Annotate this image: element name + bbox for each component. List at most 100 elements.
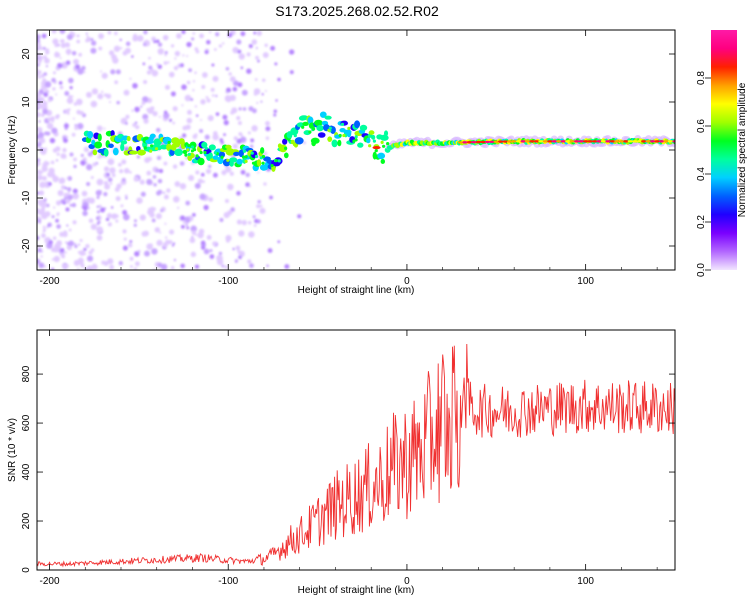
signal-core — [520, 140, 526, 143]
noise-blob — [238, 230, 245, 237]
signal-blob — [112, 147, 119, 156]
noise-blob — [96, 216, 100, 220]
signal-core — [150, 144, 154, 148]
noise-blob — [88, 197, 95, 204]
noise-blob — [96, 226, 104, 234]
noise-blob — [132, 122, 137, 127]
noise-blob — [148, 56, 151, 60]
snr-x-tick-label: 100 — [577, 576, 594, 587]
signal-blob — [137, 149, 146, 156]
noise-blob — [146, 70, 152, 75]
noise-blob — [107, 158, 115, 166]
noise-blob — [51, 267, 55, 270]
noise-blob — [157, 42, 163, 47]
signal-core — [569, 140, 575, 143]
spectrogram-marks — [37, 30, 675, 270]
noise-blob — [259, 207, 266, 214]
noise-blob — [40, 113, 45, 118]
noise-blob — [205, 168, 212, 174]
noise-blob — [215, 94, 218, 98]
signal-blob — [110, 130, 115, 137]
spectrogram-x-tick-label: 0 — [404, 276, 410, 287]
signal-blob — [126, 135, 131, 142]
snr-xlabel: Height of straight line (km) — [298, 585, 415, 596]
noise-blob — [122, 245, 128, 251]
signal-blob — [368, 130, 375, 135]
signal-core — [533, 140, 540, 143]
signal-blob — [327, 136, 333, 143]
noise-blob — [77, 257, 84, 264]
signal-core — [226, 158, 230, 162]
noise-blob — [96, 210, 100, 214]
noise-blob — [159, 231, 162, 234]
noise-blob — [250, 138, 255, 143]
noise-blob — [79, 250, 86, 257]
noise-blob — [129, 77, 132, 80]
signal-blob — [92, 149, 98, 156]
signal-core — [244, 159, 248, 163]
noise-blob — [47, 98, 52, 103]
noise-blob — [55, 218, 59, 223]
noise-blob — [106, 213, 113, 219]
noise-blob — [46, 237, 49, 241]
signal-blob — [201, 141, 208, 149]
spectrogram-signal — [81, 111, 675, 172]
noise-blob — [189, 237, 196, 244]
noise-blob — [41, 33, 47, 39]
noise-blob — [170, 44, 175, 48]
signal-core — [471, 140, 477, 144]
signal-blob — [294, 137, 304, 145]
signal-core — [352, 139, 356, 143]
noise-blob — [202, 72, 208, 78]
snr-ylabel: SNR (10 * v/v) — [7, 418, 18, 482]
noise-blob — [127, 242, 133, 248]
signal-blob — [383, 130, 389, 137]
noise-blob — [58, 81, 63, 85]
noise-blob — [42, 46, 46, 50]
signal-core — [636, 140, 642, 143]
noise-blob — [136, 155, 140, 159]
signal-core — [284, 146, 288, 150]
noise-blob — [162, 34, 169, 41]
noise-blob — [68, 77, 74, 84]
signal-blob — [302, 121, 309, 127]
noise-blob — [65, 60, 71, 66]
noise-blob — [236, 39, 242, 45]
noise-blob — [275, 99, 278, 102]
noise-blob — [83, 146, 90, 153]
signal-core — [195, 154, 199, 158]
noise-blob — [110, 206, 114, 209]
colorbar-ticks: 0.0 0.2 0.4 0.6 0.8 — [696, 71, 711, 277]
noise-blob — [166, 188, 171, 193]
signal-blob — [359, 124, 368, 131]
noise-blob — [184, 94, 192, 102]
signal-blob — [129, 150, 138, 155]
noise-blob — [186, 80, 191, 85]
noise-blob — [55, 159, 59, 162]
noise-blob — [194, 133, 198, 136]
signal-core — [199, 150, 203, 155]
signal-core — [591, 140, 598, 143]
noise-blob — [202, 180, 205, 184]
snr-y-tick-label: 200 — [21, 512, 32, 529]
signal-blob — [316, 124, 324, 132]
noise-blob — [111, 173, 116, 178]
noise-blob — [37, 174, 43, 181]
noise-blob — [146, 178, 153, 185]
noise-blob — [52, 236, 57, 240]
noise-blob — [49, 137, 56, 144]
noise-blob — [121, 177, 126, 182]
noise-blob — [168, 239, 173, 245]
noise-blob — [216, 254, 223, 262]
signal-core — [386, 142, 390, 146]
noise-blob — [177, 206, 180, 209]
noise-blob — [240, 169, 246, 175]
noise-blob — [238, 53, 245, 60]
noise-blob — [109, 182, 113, 185]
signal-blob — [299, 115, 309, 121]
noise-blob — [65, 264, 69, 268]
signal-core — [187, 152, 191, 156]
noise-blob — [125, 114, 130, 119]
noise-blob — [119, 38, 122, 41]
